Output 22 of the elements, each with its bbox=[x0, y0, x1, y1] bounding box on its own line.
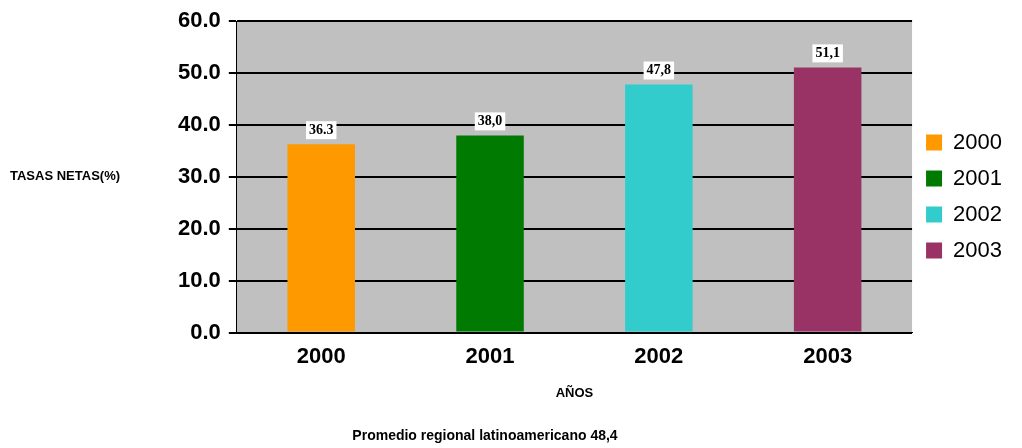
x-axis-title: AÑOS bbox=[555, 384, 594, 400]
y-tick-label: 50.0 bbox=[177, 59, 221, 85]
data-label: 51,1 bbox=[815, 45, 840, 60]
y-tick-label: 30.0 bbox=[177, 162, 221, 188]
y-tick-label: 0.0 bbox=[190, 318, 221, 344]
data-label: 36.3 bbox=[308, 121, 334, 137]
data-label: 38,0 bbox=[477, 112, 503, 128]
data-label: 47,8 bbox=[646, 62, 672, 78]
x-tick-label: 2002 bbox=[634, 342, 684, 368]
y-axis-title: TASAS NETAS(%) bbox=[10, 168, 121, 184]
y-tick-label: 40.0 bbox=[177, 111, 221, 137]
y-tick-label: 20.0 bbox=[177, 214, 221, 240]
y-tick-label: 60.0 bbox=[177, 7, 221, 33]
legend-label: 2003 bbox=[953, 236, 1003, 262]
x-tick-label: 2001 bbox=[465, 342, 515, 368]
x-tick-label: 2003 bbox=[803, 342, 853, 368]
legend-label: 2000 bbox=[953, 128, 1003, 154]
legend-label: 2001 bbox=[953, 164, 1003, 190]
legend-label: 2002 bbox=[953, 200, 1003, 226]
y-tick-label: 10.0 bbox=[177, 266, 221, 292]
text: Promedio regional latinoamericano 48,4 bbox=[352, 426, 618, 443]
x-tick-label: 2000 bbox=[296, 342, 346, 368]
